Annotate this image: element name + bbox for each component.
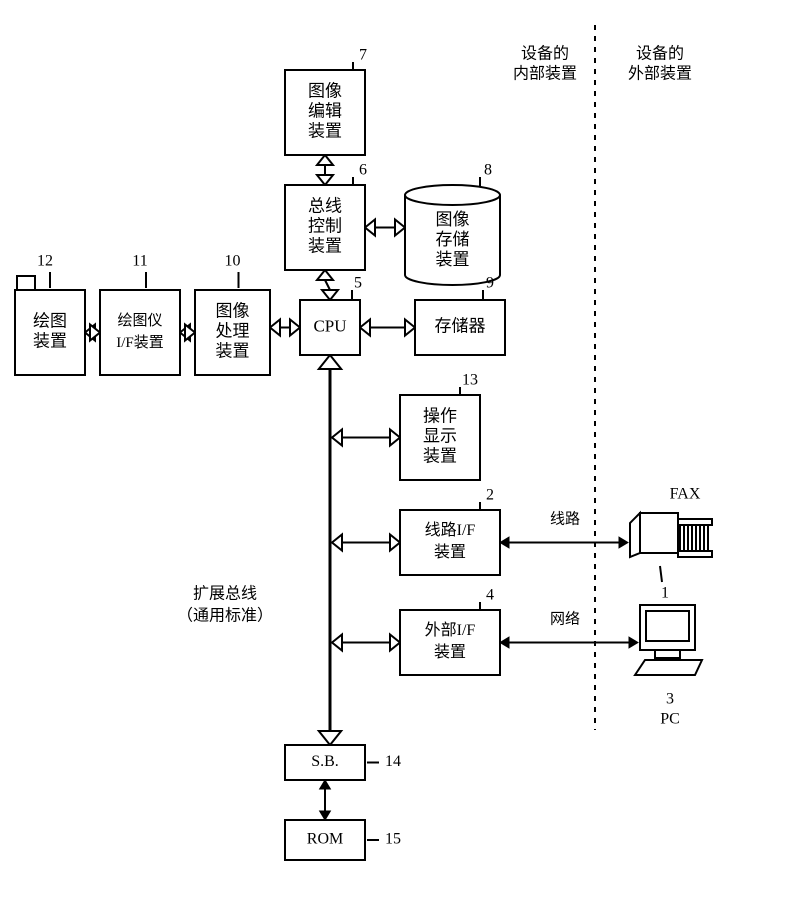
svg-text:5: 5 bbox=[354, 275, 362, 292]
svg-text:控制: 控制 bbox=[308, 216, 342, 235]
svg-text:7: 7 bbox=[359, 47, 367, 64]
svg-text:10: 10 bbox=[225, 253, 241, 270]
svg-text:存储器: 存储器 bbox=[435, 316, 486, 335]
svg-text:外部I/F: 外部I/F bbox=[425, 621, 476, 639]
svg-text:装置: 装置 bbox=[434, 643, 466, 661]
svg-text:9: 9 bbox=[486, 275, 494, 292]
svg-text:图像: 图像 bbox=[436, 210, 470, 229]
svg-text:（通用标准）: （通用标准） bbox=[177, 607, 273, 625]
svg-text:装置: 装置 bbox=[436, 250, 470, 269]
svg-text:扩展总线: 扩展总线 bbox=[193, 585, 257, 603]
svg-text:13: 13 bbox=[462, 372, 478, 389]
svg-text:3: 3 bbox=[666, 691, 674, 708]
svg-text:图像: 图像 bbox=[216, 301, 250, 320]
svg-text:11: 11 bbox=[132, 253, 147, 270]
svg-text:线路: 线路 bbox=[550, 510, 580, 527]
svg-text:内部装置: 内部装置 bbox=[513, 65, 577, 83]
svg-text:CPU: CPU bbox=[313, 316, 346, 335]
svg-text:显示: 显示 bbox=[423, 426, 457, 445]
svg-text:12: 12 bbox=[37, 253, 53, 270]
svg-text:装置: 装置 bbox=[308, 121, 342, 140]
svg-text:总线: 总线 bbox=[308, 196, 342, 215]
svg-text:绘图: 绘图 bbox=[33, 311, 67, 330]
svg-text:装置: 装置 bbox=[308, 236, 342, 255]
svg-text:FAX: FAX bbox=[670, 486, 701, 503]
svg-text:设备的: 设备的 bbox=[521, 45, 569, 63]
svg-text:操作: 操作 bbox=[423, 406, 457, 425]
svg-text:外部装置: 外部装置 bbox=[628, 65, 692, 83]
svg-text:设备的: 设备的 bbox=[636, 45, 684, 63]
svg-text:装置: 装置 bbox=[216, 341, 250, 360]
svg-text:装置: 装置 bbox=[33, 331, 67, 350]
svg-text:存储: 存储 bbox=[436, 230, 470, 249]
svg-text:15: 15 bbox=[385, 831, 401, 848]
svg-text:6: 6 bbox=[359, 162, 367, 179]
svg-text:绘图仪: 绘图仪 bbox=[117, 312, 162, 329]
svg-text:编辑: 编辑 bbox=[308, 101, 342, 120]
svg-text:线路I/F: 线路I/F bbox=[425, 521, 476, 539]
svg-text:网络: 网络 bbox=[550, 610, 580, 627]
svg-text:处理: 处理 bbox=[216, 321, 250, 340]
svg-text:S.B.: S.B. bbox=[311, 753, 339, 770]
svg-text:ROM: ROM bbox=[307, 831, 343, 848]
svg-text:4: 4 bbox=[486, 587, 494, 604]
svg-text:I/F装置: I/F装置 bbox=[116, 334, 164, 351]
svg-text:14: 14 bbox=[385, 753, 401, 770]
svg-text:装置: 装置 bbox=[434, 543, 466, 561]
svg-text:8: 8 bbox=[484, 162, 492, 179]
svg-text:装置: 装置 bbox=[423, 446, 457, 465]
svg-text:图像: 图像 bbox=[308, 81, 342, 100]
svg-text:2: 2 bbox=[486, 487, 494, 504]
svg-text:1: 1 bbox=[661, 585, 669, 602]
svg-text:PC: PC bbox=[660, 711, 680, 728]
